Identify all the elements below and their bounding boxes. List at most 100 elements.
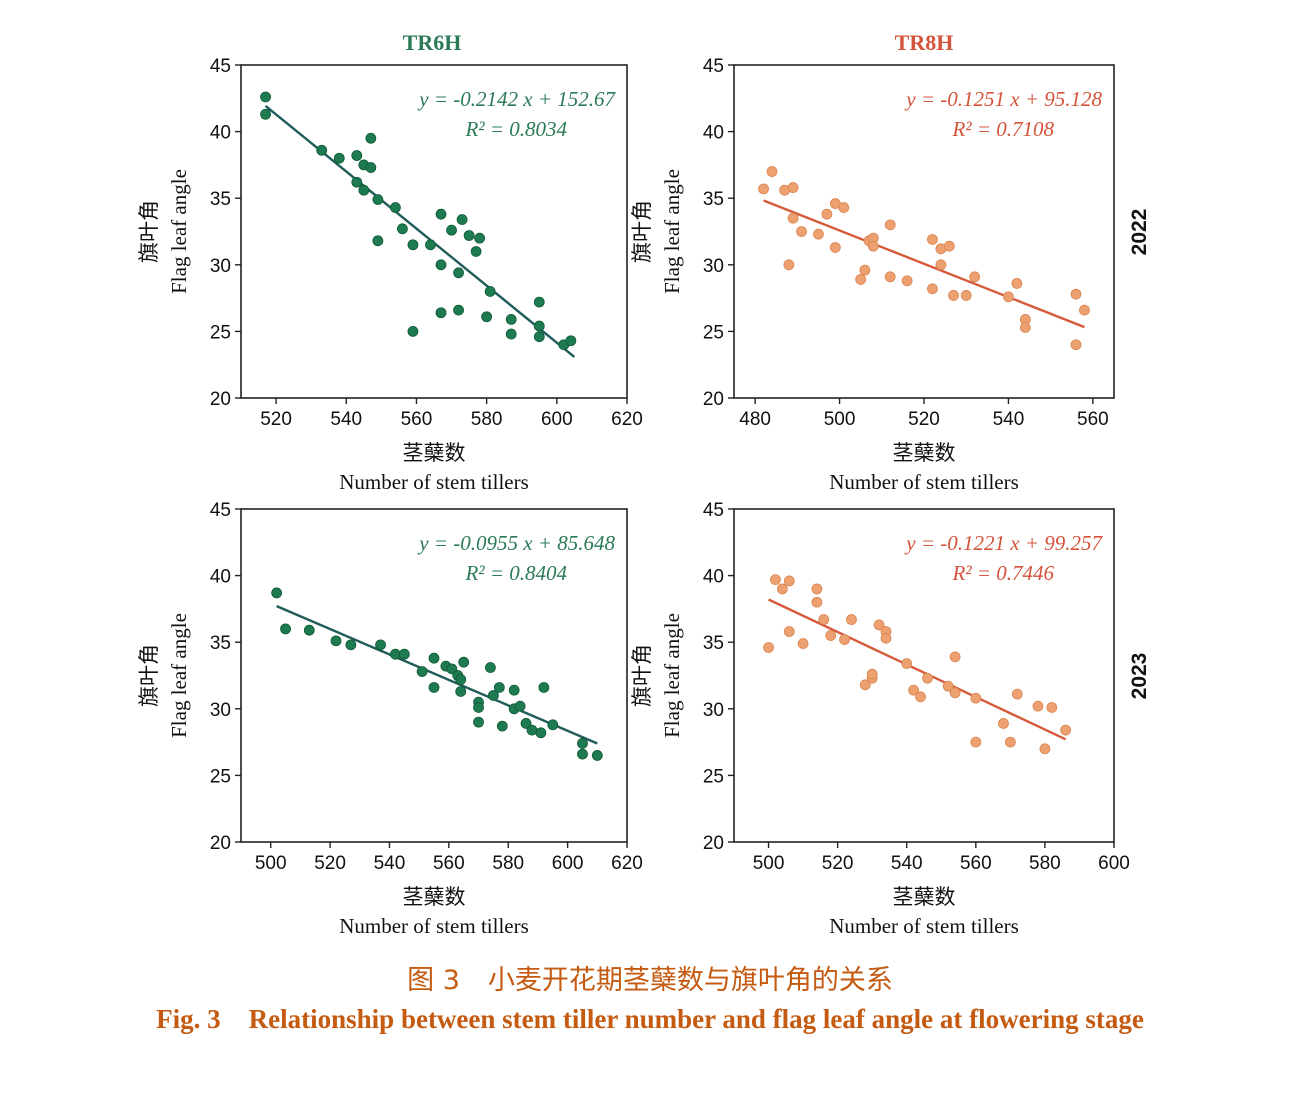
x-tick-label: 620: [611, 409, 643, 430]
y-tick-label: 45: [703, 56, 724, 77]
data-point: [577, 748, 588, 760]
y-tick-label: 25: [703, 766, 724, 787]
data-point: [1003, 291, 1014, 303]
data-point: [425, 239, 436, 251]
y-tick-label: 35: [210, 633, 231, 654]
data-point: [345, 639, 357, 651]
data-point: [481, 311, 493, 323]
data-point: [969, 271, 981, 283]
data-point: [838, 202, 850, 213]
data-point: [783, 259, 795, 271]
x-tick-label: 520: [260, 409, 292, 430]
data-point: [487, 690, 499, 701]
regression-line: [276, 605, 598, 745]
data-point: [884, 271, 896, 283]
y-tick-label: 35: [210, 189, 231, 210]
data-point: [428, 652, 440, 664]
chart-panel-1: 20 25 30 35 40 45 520 540 560 580 600 620 茎蘖数 Number …: [137, 56, 643, 494]
data-point: [943, 240, 955, 252]
data-point: [922, 672, 933, 684]
y-tick-label: 20: [703, 833, 724, 854]
data-point: [470, 246, 482, 257]
chart-panels: 20 25 30 35 40 45 520 540 560 580 600 620 茎蘖数 Number …: [137, 56, 1130, 938]
y-tick-label: 45: [703, 500, 724, 521]
data-point: [901, 658, 913, 669]
data-point: [783, 626, 795, 637]
y-tick-label: 30: [210, 700, 231, 721]
caption-chinese-text: 小麦开花期茎蘖数与旗叶角的关系: [487, 965, 893, 996]
data-point: [455, 686, 467, 697]
regression-line: [768, 598, 1067, 741]
data-point: [787, 212, 799, 224]
data-point: [884, 219, 896, 231]
data-point: [859, 679, 871, 691]
column-title-tr8h: TR8H: [895, 30, 954, 55]
r-squared: R² = 0.8404: [464, 561, 567, 585]
data-point: [446, 224, 457, 236]
x-tick-label: 540: [374, 853, 406, 874]
x-tick-label: 620: [611, 853, 643, 874]
y-tick-label: 45: [210, 500, 231, 521]
data-point: [514, 700, 526, 712]
data-point: [505, 314, 517, 325]
data-point: [787, 182, 799, 193]
data-point: [547, 719, 559, 731]
data-point: [949, 687, 961, 699]
data-point: [458, 656, 470, 668]
x-tick-label: 600: [1098, 853, 1130, 874]
data-point: [949, 651, 961, 663]
x-tick-label: 480: [739, 409, 771, 430]
r-squared: R² = 0.7108: [951, 117, 1054, 141]
data-point: [846, 614, 857, 625]
data-point: [435, 208, 447, 220]
data-point: [372, 235, 384, 247]
data-point: [474, 232, 486, 244]
x-tick-label: 580: [1029, 853, 1061, 874]
row-label-2023: 2023: [1128, 653, 1151, 700]
data-point: [473, 716, 484, 728]
data-point: [271, 587, 283, 599]
column-title-tr6h: TR6H: [403, 30, 462, 55]
data-point: [783, 575, 795, 587]
data-point: [389, 648, 401, 660]
x-tick-label: 500: [824, 409, 856, 430]
data-point: [1032, 700, 1044, 712]
y-tick-label: 20: [210, 833, 231, 854]
plot-frame: [240, 508, 628, 843]
y-tick-label: 30: [210, 256, 231, 277]
data-point: [855, 274, 867, 285]
data-point: [453, 267, 464, 279]
r-squared: R² = 0.8034: [464, 117, 567, 141]
x-tick-label: 500: [753, 853, 785, 874]
data-point: [389, 202, 401, 213]
data-point: [1079, 304, 1090, 316]
y-tick-label: 40: [210, 567, 231, 588]
data-point: [485, 662, 496, 673]
x-tick-label: 560: [1077, 409, 1109, 430]
x-axis-label-cn: 茎蘖数: [403, 441, 466, 465]
data-point: [908, 684, 920, 696]
y-tick-label: 25: [210, 766, 231, 787]
data-point: [1060, 724, 1072, 736]
data-point: [935, 259, 947, 271]
data-point: [811, 596, 823, 608]
data-point: [463, 230, 475, 241]
data-point: [1039, 743, 1051, 755]
data-point: [455, 674, 467, 685]
x-tick-label: 540: [330, 409, 362, 430]
data-point: [351, 176, 363, 188]
data-point: [365, 162, 377, 173]
data-point: [796, 226, 807, 237]
data-point: [797, 638, 809, 649]
data-point: [766, 166, 778, 177]
plot-frame: [240, 64, 628, 399]
data-point: [927, 283, 938, 295]
regression-line: [264, 104, 576, 358]
x-tick-label: 540: [891, 853, 923, 874]
data-point: [565, 335, 577, 347]
data-point: [435, 259, 447, 271]
data-point: [1011, 688, 1023, 700]
data-point: [770, 574, 781, 585]
x-axis-label: Number of stem tillers: [339, 914, 529, 938]
